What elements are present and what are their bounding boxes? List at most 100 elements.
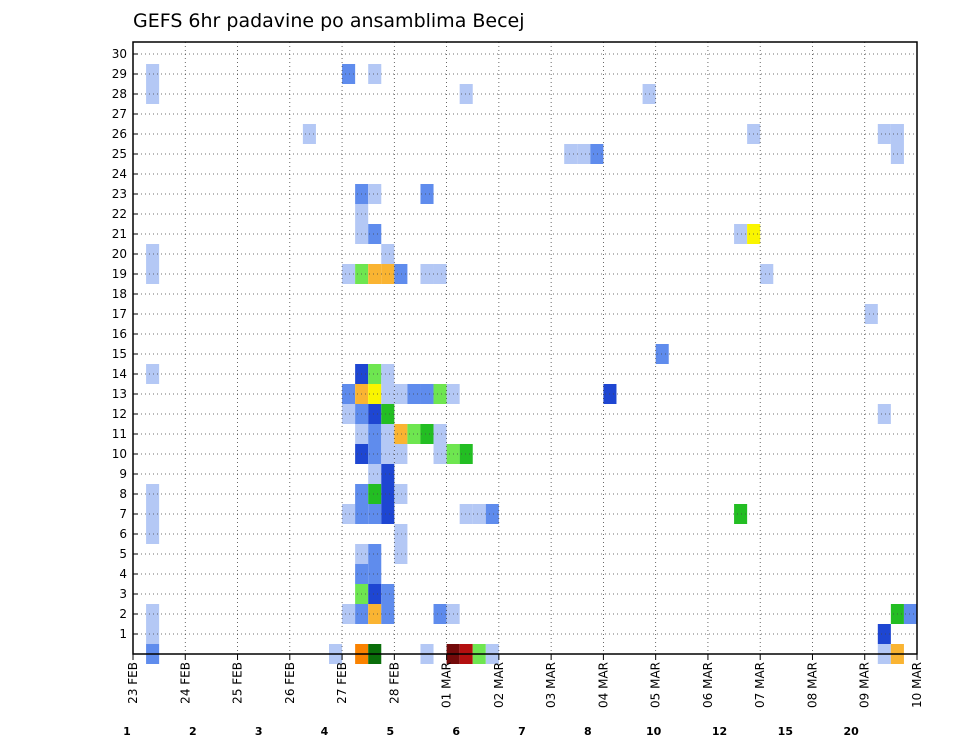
precip-cell bbox=[472, 504, 486, 524]
colorbar-label: 3 bbox=[255, 725, 263, 738]
precip-cell bbox=[381, 364, 395, 384]
colorbar-label: 7 bbox=[518, 725, 526, 738]
y-tick-label: 8 bbox=[119, 487, 127, 501]
precip-cell bbox=[877, 404, 891, 424]
precip-cell bbox=[342, 264, 356, 284]
precip-cell bbox=[420, 424, 434, 444]
colorbar-label: 1 bbox=[123, 725, 131, 738]
precip-cell bbox=[381, 584, 395, 604]
precip-cell bbox=[394, 444, 408, 464]
colorbar-label: 2 bbox=[189, 725, 197, 738]
precip-cell bbox=[459, 84, 473, 104]
precip-cell bbox=[146, 484, 160, 504]
precip-cell bbox=[381, 404, 395, 424]
x-tick-label: 03 MAR bbox=[544, 662, 558, 708]
precip-cell bbox=[459, 444, 473, 464]
colorbar: 1 2 3 4 5 6 7 8 10 12 15 20 bbox=[123, 725, 859, 738]
precip-cell bbox=[381, 444, 395, 464]
precip-cell bbox=[381, 384, 395, 404]
x-tick-label: 07 MAR bbox=[753, 662, 767, 708]
x-tick-label: 05 MAR bbox=[649, 662, 663, 708]
precip-cell bbox=[342, 604, 356, 624]
y-tick-label: 16 bbox=[112, 327, 127, 341]
y-tick-label: 21 bbox=[112, 227, 127, 241]
precip-cell bbox=[433, 424, 447, 444]
precip-cell bbox=[342, 384, 356, 404]
precip-cell bbox=[381, 244, 395, 264]
precip-cell bbox=[590, 144, 604, 164]
y-tick-label: 13 bbox=[112, 387, 127, 401]
precip-cell bbox=[368, 604, 382, 624]
precip-cell bbox=[877, 124, 891, 144]
precip-cell bbox=[655, 344, 669, 364]
precip-cell bbox=[368, 484, 382, 504]
precip-cell bbox=[394, 484, 408, 504]
x-tick-label: 25 FEB bbox=[231, 662, 245, 704]
precip-cell bbox=[433, 444, 447, 464]
y-tick-label: 17 bbox=[112, 307, 127, 321]
x-tick-label: 10 MAR bbox=[910, 662, 924, 708]
y-tick-label: 29 bbox=[112, 67, 127, 81]
precip-cell bbox=[433, 384, 447, 404]
precip-cell bbox=[146, 624, 160, 644]
colorbar-label: 15 bbox=[778, 725, 793, 738]
precip-cell bbox=[146, 84, 160, 104]
colorbar-label: 20 bbox=[844, 725, 860, 738]
colorbar-label: 10 bbox=[646, 725, 662, 738]
y-tick-label: 1 bbox=[119, 627, 127, 641]
precip-cell bbox=[381, 604, 395, 624]
y-tick-label: 4 bbox=[119, 567, 127, 581]
x-tick-label: 23 FEB bbox=[126, 662, 140, 704]
precip-cell bbox=[368, 264, 382, 284]
y-tick-label: 12 bbox=[112, 407, 127, 421]
y-tick-label: 28 bbox=[112, 87, 127, 101]
precip-cell bbox=[146, 364, 160, 384]
x-tick-label: 09 MAR bbox=[858, 662, 872, 708]
y-tick-label: 9 bbox=[119, 467, 127, 481]
precip-cell bbox=[394, 384, 408, 404]
y-tick-label: 22 bbox=[112, 207, 127, 221]
colorbar-label: 6 bbox=[452, 725, 460, 738]
cells-layer bbox=[146, 64, 917, 664]
precip-cell bbox=[394, 424, 408, 444]
precip-cell bbox=[342, 404, 356, 424]
precip-cell bbox=[394, 264, 408, 284]
x-tick-label: 24 FEB bbox=[178, 662, 192, 704]
y-tick-label: 26 bbox=[112, 127, 127, 141]
precip-cell bbox=[903, 604, 917, 624]
y-tick-label: 6 bbox=[119, 527, 127, 541]
precip-cell bbox=[760, 264, 774, 284]
precip-cell bbox=[368, 404, 382, 424]
precip-cell bbox=[368, 544, 382, 564]
precip-cell bbox=[146, 264, 160, 284]
precip-cell bbox=[342, 504, 356, 524]
precip-cell bbox=[877, 624, 891, 644]
y-tick-label: 19 bbox=[112, 267, 127, 281]
x-tick-label: 06 MAR bbox=[701, 662, 715, 708]
y-tick-label: 14 bbox=[112, 367, 127, 381]
grid-layer bbox=[133, 42, 917, 654]
precip-cell bbox=[459, 504, 473, 524]
precip-cell bbox=[381, 484, 395, 504]
y-tick-label: 10 bbox=[112, 447, 127, 461]
x-tick-label: 01 MAR bbox=[440, 662, 454, 708]
colorbar-label: 4 bbox=[321, 725, 329, 738]
precip-cell bbox=[146, 244, 160, 264]
precip-cell bbox=[368, 504, 382, 524]
x-tick-label: 02 MAR bbox=[492, 662, 506, 708]
y-tick-label: 18 bbox=[112, 287, 127, 301]
precip-cell bbox=[368, 64, 382, 84]
precip-cell bbox=[734, 224, 748, 244]
precip-cell bbox=[864, 304, 878, 324]
precip-cell bbox=[734, 504, 748, 524]
y-tick-label: 2 bbox=[119, 607, 127, 621]
precip-cell bbox=[420, 264, 434, 284]
precip-cell bbox=[394, 524, 408, 544]
precip-cell bbox=[381, 424, 395, 444]
y-tick-label: 11 bbox=[112, 427, 127, 441]
precip-cell bbox=[368, 564, 382, 584]
precip-cell bbox=[368, 384, 382, 404]
precip-cell bbox=[433, 264, 447, 284]
precip-cell bbox=[368, 464, 382, 484]
precip-cell bbox=[342, 64, 356, 84]
